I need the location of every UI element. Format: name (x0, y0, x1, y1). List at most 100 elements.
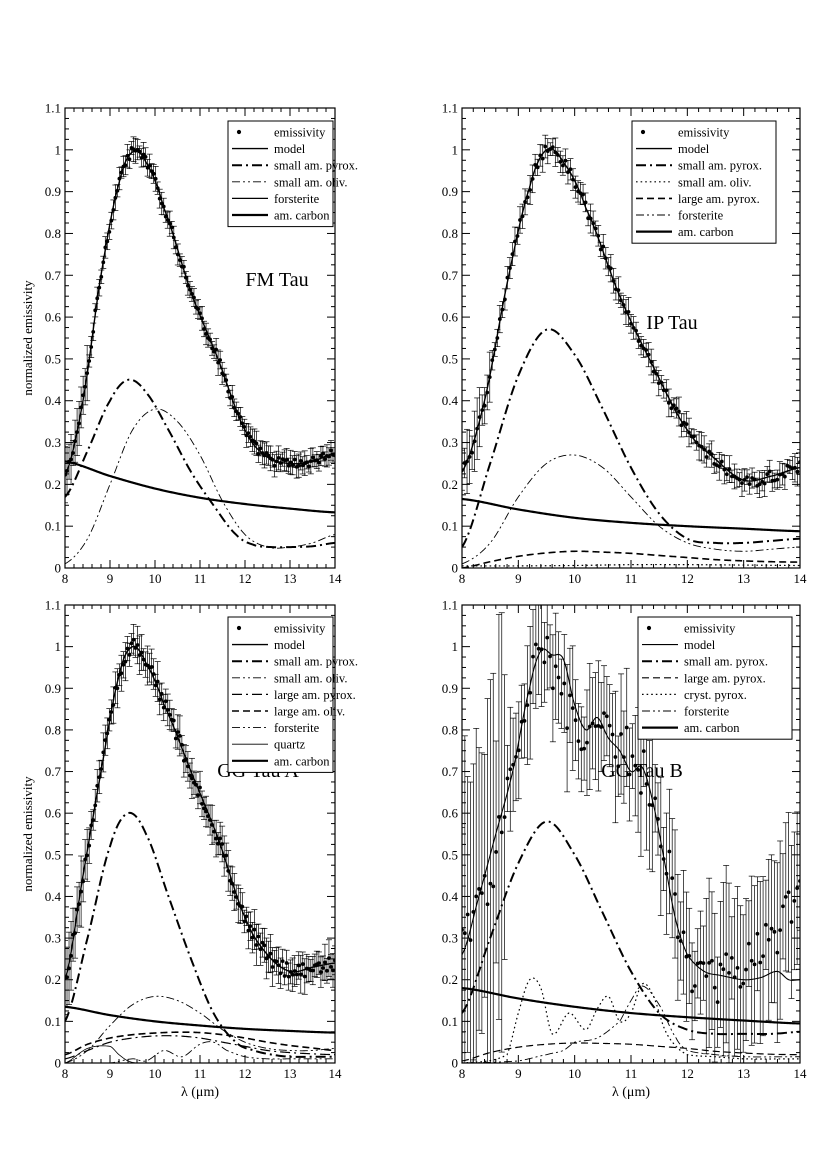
data-point (276, 456, 281, 460)
y-tick-label: 0.9 (442, 681, 458, 696)
data-point (327, 956, 331, 961)
data-point (272, 463, 277, 468)
series-large-am-pyrox (462, 550, 800, 568)
data-point (718, 962, 723, 967)
data-point (488, 881, 493, 886)
y-tick-label: 0.5 (442, 351, 458, 366)
data-point (690, 989, 694, 994)
data-point (173, 736, 178, 741)
data-point (258, 446, 263, 451)
data-point (175, 730, 180, 734)
data-point (499, 830, 504, 835)
data-point (300, 962, 305, 966)
data-point (568, 693, 572, 698)
data-point (155, 679, 160, 684)
data-point (604, 714, 609, 719)
plot-frame (461, 604, 801, 1064)
data-point (323, 960, 327, 965)
y-tick-label: 1.1 (45, 101, 61, 116)
series-model (65, 645, 335, 980)
data-point (789, 920, 794, 924)
data-point (673, 892, 677, 896)
data-point (462, 931, 467, 936)
data-point (137, 653, 142, 658)
data-point (639, 791, 643, 795)
legend-label: small am. pyrox. (678, 159, 762, 173)
data-point (220, 842, 225, 846)
data-point (550, 145, 555, 150)
data-point (749, 958, 754, 963)
plot-area (462, 134, 800, 568)
data-point (558, 159, 563, 164)
data-point (630, 754, 635, 759)
legend-box (227, 616, 334, 773)
data-point (735, 965, 740, 970)
data-point (268, 951, 273, 956)
data-point (795, 886, 800, 891)
panel-fm-tau: 8 9 10 11 12 13 14 0 0.1 0.2 0.3 0.4 0.5 0.6 0.7 0.8 0.9… (20, 101, 358, 587)
data-point (747, 482, 752, 486)
data-point (684, 422, 689, 427)
data-point (782, 474, 787, 479)
data-point (613, 755, 618, 759)
data-point (522, 718, 527, 723)
data-point (298, 972, 303, 977)
x-tick-label: 13 (737, 571, 750, 586)
data-point (721, 967, 726, 972)
y-tick-label: 0 (452, 1056, 459, 1071)
legend-label: model (274, 638, 306, 652)
data-point (710, 958, 714, 963)
data-point (254, 441, 259, 446)
data-point (543, 144, 548, 149)
x-tick-label: 8 (459, 571, 466, 586)
data-point (755, 931, 760, 936)
series-quartz (65, 1045, 335, 1063)
series-model (65, 150, 335, 477)
x-tick-label: 11 (194, 1066, 207, 1081)
data-point (264, 451, 269, 455)
legend-label: small am. oliv. (274, 671, 348, 685)
data-point (280, 959, 285, 963)
y-tick-label: 0.8 (442, 722, 458, 737)
data-point (599, 725, 604, 729)
data-point (252, 927, 257, 932)
data-point (669, 406, 674, 411)
data-point (741, 981, 746, 986)
axis-ticks (461, 604, 801, 1064)
data-point (321, 966, 325, 970)
legend-label: cryst. pyrox. (684, 688, 747, 702)
data-point (536, 646, 541, 651)
y-tick-label: 1 (55, 639, 62, 654)
data-point (761, 954, 765, 959)
plot-frame (64, 107, 336, 569)
series-small-am-oliv (462, 563, 800, 567)
data-point (765, 472, 770, 477)
y-tick-label: 0.7 (45, 764, 62, 779)
data-point (602, 711, 606, 716)
data-point (633, 763, 638, 768)
y-tick-label: 0.7 (45, 268, 62, 283)
data-point (477, 887, 481, 891)
data-point (775, 477, 780, 482)
data-point (653, 796, 658, 801)
series-forsterite (65, 1041, 335, 1063)
series-forsterite (462, 985, 800, 1063)
x-tick-label: 9 (515, 571, 522, 586)
plot-area (65, 624, 335, 1063)
x-tick-label: 14 (329, 1066, 343, 1081)
data-point (641, 749, 646, 754)
series-am-carbon (462, 497, 800, 533)
data-point (758, 960, 763, 965)
data-point (727, 970, 731, 975)
data-point (143, 155, 148, 159)
legend: emissivity model small am. pyrox. small am.… (227, 120, 358, 228)
data-point (738, 985, 743, 989)
y-tick-label: 0.4 (442, 889, 459, 904)
data-point (157, 697, 162, 702)
data-point (286, 974, 291, 979)
data-point (218, 836, 223, 841)
data-point (744, 967, 748, 972)
panel-label: FM Tau (245, 269, 308, 291)
data-point (508, 767, 513, 772)
y-tick-label: 0.8 (442, 226, 458, 241)
